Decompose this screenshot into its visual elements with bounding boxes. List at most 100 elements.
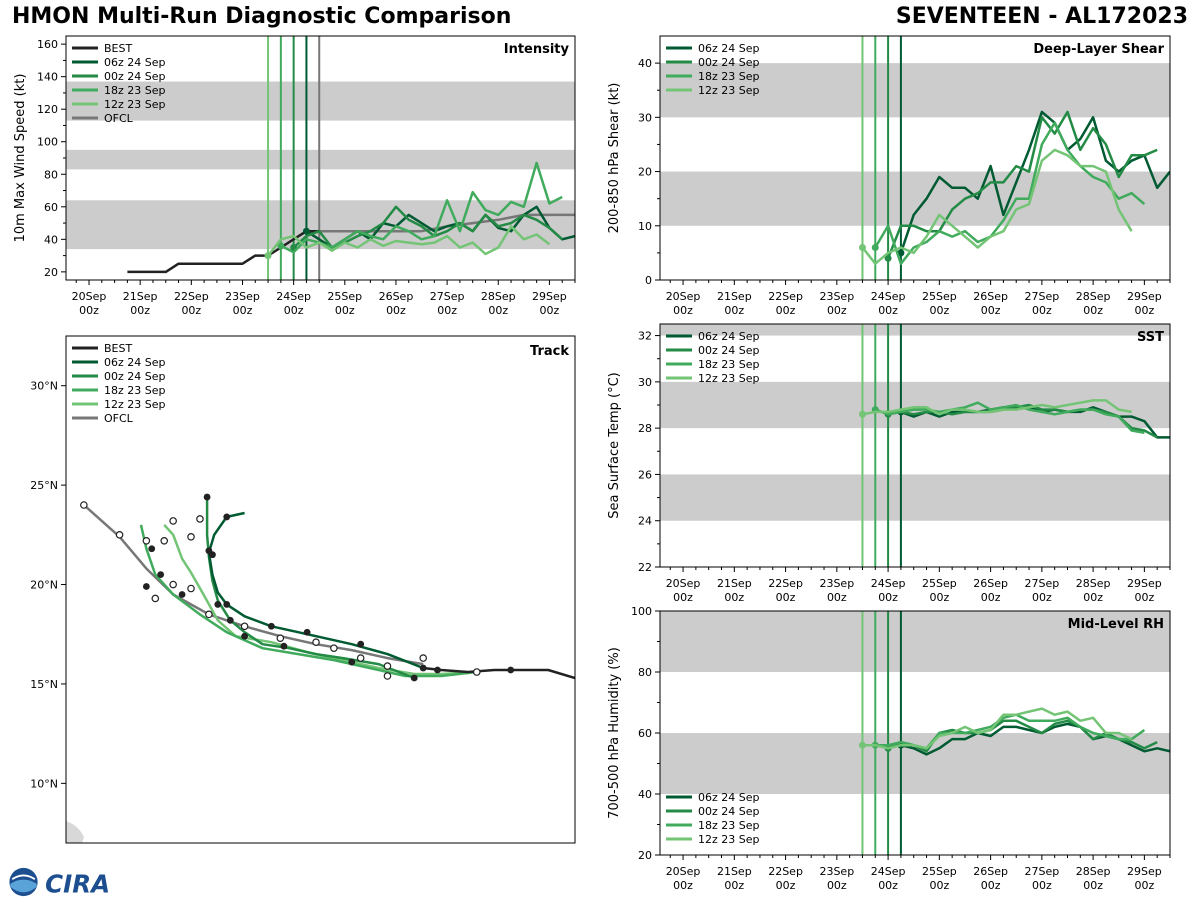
intensity-init-point: [264, 252, 272, 260]
shear-xtick-label: 25Sep: [922, 290, 957, 303]
sst-ytick-label: 26: [638, 468, 652, 481]
rh-panel: 2040608010020Sep00z21Sep00z22Sep00z23Sep…: [607, 605, 1171, 892]
shear-series-00z-24-sep: [886, 110, 1158, 259]
intensity-panel: 2040608010012014016020Sep00z21Sep00z22Se…: [13, 35, 576, 317]
rh-plot-area: [660, 611, 1170, 855]
intensity-xtick-label: 22Sep: [174, 290, 209, 303]
shear-xtick-label: 24Sep: [871, 290, 906, 303]
sst-series-12z-23-sep: [862, 399, 1132, 416]
sst-init-point: [858, 410, 866, 418]
sst-plot-area: [660, 324, 1170, 567]
intensity-xtick-label: 00z: [540, 304, 560, 317]
rh-band: [660, 611, 1170, 672]
sst-legend-label: 00z 24 Sep: [698, 344, 760, 357]
shear-band: [660, 63, 1170, 118]
rh-xtick-label: 26Sep: [973, 865, 1008, 878]
shear-xtick-label: 20Sep: [666, 290, 701, 303]
rh-series-06z-24-sep: [900, 722, 1170, 756]
sst-legend-label: 12z 23 Sep: [698, 372, 760, 385]
sst-ytick-label: 28: [638, 422, 652, 435]
intensity-ytick-label: 80: [44, 168, 58, 181]
track-point: [223, 513, 231, 521]
intensity-xtick-label: 00z: [233, 304, 253, 317]
intensity-ytick-label: 160: [37, 38, 58, 51]
rh-legend-label: 00z 24 Sep: [698, 805, 760, 818]
landmass-shape: [66, 821, 84, 843]
intensity-ytick-label: 40: [44, 233, 58, 246]
intensity-ylabel: 10m Max Wind Speed (kt): [13, 74, 28, 243]
track-point: [303, 628, 311, 636]
shear-plot-area: [660, 36, 1170, 280]
track-point: [178, 591, 186, 598]
rh-xtick-label: 00z: [776, 879, 796, 892]
rh-xtick-label: 25Sep: [922, 865, 957, 878]
sst-series-18z-23-sep: [874, 401, 1145, 435]
intensity-xtick-label: 27Sep: [430, 290, 465, 303]
page-title: HMON Multi-Run Diagnostic Comparison: [12, 4, 512, 29]
sst-xtick-label: 00z: [1032, 591, 1052, 604]
sst-xtick-label: 00z: [827, 591, 847, 604]
track-ytick-label: 15°N: [30, 678, 58, 691]
sst-xtick-label: 21Sep: [717, 577, 752, 590]
sst-band: [660, 474, 1170, 521]
intensity-xtick-label: 00z: [335, 304, 355, 317]
track-point: [276, 634, 285, 643]
sst-panel: 22242628303220Sep00z21Sep00z22Sep00z23Se…: [607, 323, 1171, 604]
track-point: [196, 515, 204, 523]
shear-init-point: [858, 243, 866, 251]
sst-legend-label: 06z 24 Sep: [698, 330, 760, 343]
intensity-init-point: [277, 242, 285, 250]
rh-xtick-label: 27Sep: [1024, 865, 1059, 878]
track-point: [205, 610, 213, 619]
rh-xtick-label: 22Sep: [768, 865, 803, 878]
shear-legend-label: 06z 24 Sep: [698, 42, 760, 55]
track-plot-area: [66, 493, 575, 843]
sst-panel-label: SST: [1137, 330, 1164, 345]
shear-xtick-label: 00z: [981, 304, 1001, 317]
track-line-best: [423, 666, 575, 680]
track-point: [142, 536, 151, 545]
rh-legend-label: 12z 23 Sep: [698, 833, 760, 846]
shear-ytick-label: 10: [638, 220, 652, 233]
intensity-series-18z-23-sep: [280, 161, 563, 254]
intensity-series-best: [127, 229, 320, 274]
shear-xtick-label: 00z: [1083, 304, 1103, 317]
sst-band: [660, 324, 1170, 336]
rh-xtick-label: 00z: [673, 879, 693, 892]
sst-xtick-label: 00z: [776, 591, 796, 604]
track-point: [187, 584, 195, 593]
intensity-xtick-label: 00z: [488, 304, 508, 317]
intensity-xtick-label: 00z: [284, 304, 304, 317]
intensity-xtick-label: 28Sep: [481, 290, 516, 303]
intensity-xtick-label: 00z: [130, 304, 150, 317]
rh-ytick-label: 40: [638, 788, 652, 801]
intensity-legend-label: 06z 24 Sep: [104, 56, 166, 69]
rh-xtick-label: 00z: [878, 879, 898, 892]
track-point: [157, 571, 165, 578]
shear-band: [660, 171, 1170, 226]
track-point: [151, 594, 160, 603]
shear-legend-label: 00z 24 Sep: [698, 56, 760, 69]
shear-frame: [659, 35, 1171, 281]
track-point: [209, 551, 216, 559]
track-legend-label: OFCL: [104, 412, 134, 425]
shear-xtick-label: 00z: [878, 304, 898, 317]
shear-xtick-label: 00z: [827, 304, 847, 317]
track-line-00z-24-sep: [205, 497, 415, 680]
sst-xtick-label: 22Sep: [768, 577, 803, 590]
sst-ytick-label: 32: [638, 330, 652, 343]
shear-xtick-label: 00z: [724, 304, 744, 317]
rh-band: [660, 733, 1170, 794]
rh-xtick-label: 00z: [724, 879, 744, 892]
shear-xtick-label: 22Sep: [768, 290, 803, 303]
shear-ytick-label: 0: [645, 274, 652, 287]
sst-xtick-label: 24Sep: [871, 577, 906, 590]
intensity-ytick-label: 60: [44, 201, 58, 214]
intensity-xtick-label: 25Sep: [327, 290, 362, 303]
track-panel-label: Track: [530, 344, 569, 359]
track-point: [240, 622, 249, 631]
track-line-18z-23-sep: [139, 524, 477, 678]
